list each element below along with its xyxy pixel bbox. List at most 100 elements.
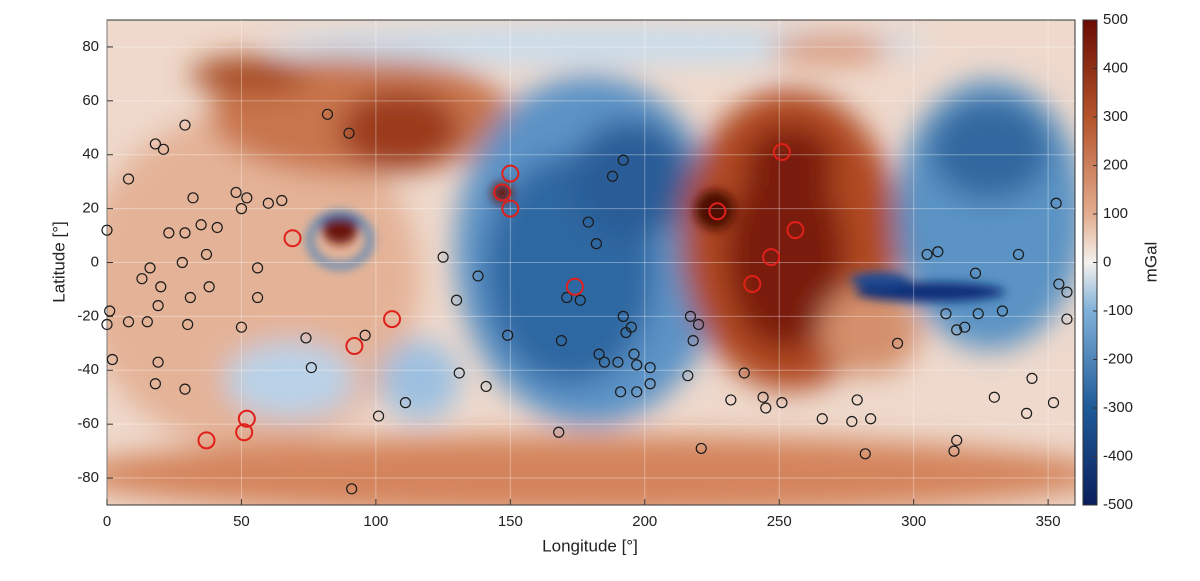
markers (101, 108, 1073, 495)
black-circle (725, 394, 737, 406)
red-circle (501, 164, 520, 183)
black-circle (359, 329, 371, 341)
black-circle (1012, 248, 1025, 261)
red-circle (345, 337, 364, 356)
black-circle (182, 318, 194, 331)
black-circle (574, 294, 586, 306)
red-circle (501, 199, 520, 218)
black-circle (179, 119, 191, 131)
black-circle (179, 383, 191, 395)
black-circle (251, 291, 264, 304)
black-circle (106, 353, 118, 366)
y-tick-label: 40 (82, 146, 99, 163)
black-circle (450, 294, 463, 306)
black-circle (687, 335, 699, 347)
black-circle (305, 361, 317, 374)
colorbar-tick-label: -400 (1103, 447, 1133, 464)
black-circle (235, 203, 248, 215)
y-axis-label: Latitude [°] (49, 221, 68, 302)
red-circle (762, 248, 781, 267)
black-circle (1047, 397, 1060, 409)
black-circle (163, 227, 175, 239)
black-circle (940, 308, 952, 320)
black-circle (437, 251, 449, 263)
black-circle (1061, 286, 1073, 298)
black-circle (176, 256, 188, 269)
colorbar-tick-label: 400 (1103, 59, 1128, 76)
black-circle (996, 305, 1009, 317)
black-circle (321, 108, 334, 120)
colorbar-label: mGal (1141, 242, 1160, 283)
black-circle (179, 227, 191, 239)
black-circle (695, 442, 707, 455)
black-circle (152, 356, 164, 368)
x-tick-label: 300 (901, 513, 926, 530)
x-tick-label: 0 (103, 513, 111, 530)
black-circle (1050, 197, 1062, 209)
black-circle (606, 170, 619, 182)
black-circle (157, 143, 170, 155)
black-circle (760, 402, 772, 414)
black-circle (617, 154, 629, 166)
y-tick-label: -60 (77, 415, 99, 432)
black-circle (590, 238, 602, 250)
black-circle (399, 397, 412, 409)
x-tick-label: 150 (498, 513, 523, 530)
red-circle (235, 423, 254, 442)
x-tick-label: 350 (1036, 513, 1061, 530)
red-circle (565, 277, 584, 296)
colorbar-tick-label: -100 (1103, 302, 1133, 319)
colorbar-tick-label: -300 (1103, 399, 1133, 416)
black-circle (372, 410, 385, 422)
black-circle (343, 127, 355, 139)
black-circle (187, 192, 199, 204)
black-circle (561, 291, 573, 304)
y-tick-label: -80 (77, 469, 99, 486)
gravity-field (107, 20, 1075, 505)
black-circle (684, 310, 697, 322)
black-circle (891, 337, 904, 349)
y-tick-label: -40 (77, 361, 99, 378)
black-circle (816, 413, 828, 425)
black-circle (644, 378, 656, 390)
black-circle (472, 270, 484, 282)
black-circle (101, 318, 113, 331)
black-circle (184, 291, 196, 304)
black-circle (1053, 278, 1065, 290)
black-circle (251, 262, 264, 274)
black-circle (211, 221, 223, 234)
black-circle (612, 356, 624, 368)
black-circle (932, 246, 944, 258)
black-circle (682, 370, 694, 382)
black-circle (631, 359, 643, 371)
black-circle (969, 267, 982, 279)
black-circle (1061, 313, 1073, 325)
black-circle (598, 356, 611, 368)
y-tick-label: 80 (82, 38, 99, 55)
red-circle (786, 221, 805, 240)
black-circle (144, 262, 156, 274)
black-circle (480, 380, 492, 393)
black-circle (631, 386, 643, 398)
black-circle (614, 386, 627, 398)
red-circle (772, 143, 791, 162)
black-circle (453, 367, 465, 379)
grid (106, 20, 1075, 505)
x-tick-label: 100 (363, 513, 388, 530)
red-circle (197, 431, 216, 450)
black-circle (149, 138, 161, 150)
black-circle (582, 216, 594, 228)
black-circle (122, 173, 135, 185)
x-tick-label: 250 (767, 513, 792, 530)
black-circle (235, 321, 248, 333)
black-circle (988, 391, 1000, 403)
black-circle (101, 224, 113, 236)
red-circle (237, 409, 256, 428)
colorbar-tick-label: 100 (1103, 205, 1128, 222)
black-circle (155, 281, 167, 293)
black-circle (300, 332, 312, 344)
x-tick-label: 50 (233, 513, 250, 530)
black-circle (502, 329, 514, 341)
black-circle (628, 348, 640, 360)
